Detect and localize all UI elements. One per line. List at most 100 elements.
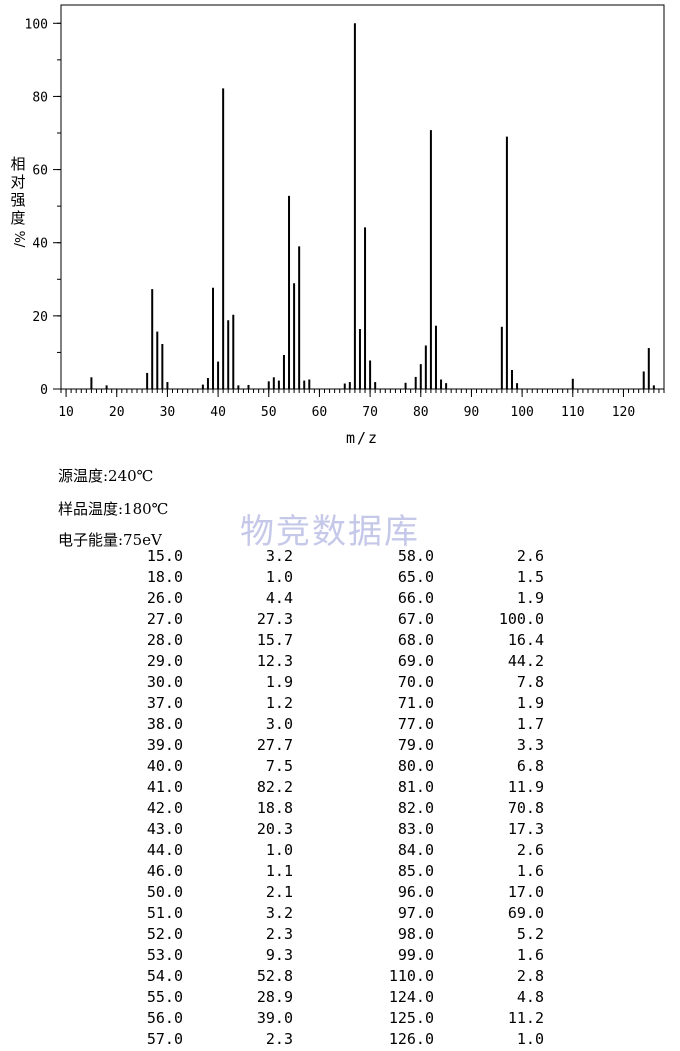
y-axis-label-char: 度 <box>10 209 26 227</box>
mz-cell: 77.0 <box>397 715 434 733</box>
mz-cell: 40.0 <box>146 757 183 775</box>
intensity-cell: 70.8 <box>507 799 544 817</box>
y-tick-label: 60 <box>32 164 48 179</box>
mz-cell: 37.0 <box>146 694 183 712</box>
mz-cell: 83.0 <box>397 820 434 838</box>
intensity-cell: 44.2 <box>507 652 544 670</box>
table-row: 52.0 2.3 98.0 5.2 <box>0 925 680 946</box>
table-row: 37.0 1.2 71.0 1.9 <box>0 694 680 715</box>
mz-cell: 50.0 <box>146 883 183 901</box>
mz-cell: 96.0 <box>397 883 434 901</box>
table-row: 56.0 39.0 125.0 11.2 <box>0 1009 680 1030</box>
electron-energy: 电子能量:75eV <box>58 531 162 549</box>
intensity-cell: 7.5 <box>265 757 293 775</box>
mz-cell: 15.0 <box>146 547 183 565</box>
sample-temperature: 样品温度:180℃ <box>58 500 169 518</box>
mz-cell: 80.0 <box>397 757 434 775</box>
intensity-cell: 27.7 <box>256 736 293 754</box>
y-tick-label: 0 <box>40 383 48 398</box>
mz-cell: 70.0 <box>397 673 434 691</box>
x-tick-label: 20 <box>109 405 125 420</box>
mz-cell: 56.0 <box>146 1009 183 1027</box>
mz-cell: 82.0 <box>397 799 434 817</box>
intensity-cell: 17.3 <box>507 820 544 838</box>
table-row: 54.0 52.8 110.0 2.8 <box>0 967 680 988</box>
y-axis-label-char: 相 <box>10 155 26 173</box>
source-temperature: 源温度:240℃ <box>58 467 154 485</box>
table-row: 18.0 1.0 65.0 1.5 <box>0 568 680 589</box>
intensity-cell: 2.6 <box>516 547 544 565</box>
x-tick-label: 30 <box>160 405 176 420</box>
y-tick-label: 40 <box>32 237 48 252</box>
intensity-cell: 12.3 <box>256 652 293 670</box>
mz-cell: 97.0 <box>397 904 434 922</box>
intensity-cell: 6.8 <box>516 757 544 775</box>
table-row: 27.0 27.3 67.0 100.0 <box>0 610 680 631</box>
x-tick-label: 70 <box>362 405 378 420</box>
intensity-cell: 52.8 <box>256 967 293 985</box>
intensity-cell: 2.3 <box>265 925 293 943</box>
intensity-cell: 7.8 <box>516 673 544 691</box>
intensity-cell: 17.0 <box>507 883 544 901</box>
x-tick-label: 80 <box>413 405 429 420</box>
mz-cell: 30.0 <box>146 673 183 691</box>
intensity-cell: 1.5 <box>516 568 544 586</box>
y-tick-label: 80 <box>32 90 48 105</box>
x-tick-label: 10 <box>58 405 74 420</box>
table-row: 28.0 15.7 68.0 16.4 <box>0 631 680 652</box>
mz-cell: 41.0 <box>146 778 183 796</box>
mz-cell: 67.0 <box>397 610 434 628</box>
x-tick-label: 100 <box>510 405 533 420</box>
y-axis-ticks: 0 20 40 60 80 100 <box>25 17 61 398</box>
x-tick-label: 40 <box>210 405 226 420</box>
table-row: 57.0 2.3 126.0 1.0 <box>0 1030 680 1051</box>
table-row: 38.0 3.0 77.0 1.7 <box>0 715 680 736</box>
x-axis-label: m/z <box>346 429 379 447</box>
intensity-cell: 100.0 <box>498 610 544 628</box>
intensity-cell: 1.1 <box>265 862 293 880</box>
intensity-cell: 1.0 <box>265 568 293 586</box>
table-row: 44.0 1.0 84.0 2.6 <box>0 841 680 862</box>
plot-frame <box>60 4 665 390</box>
mz-cell: 71.0 <box>397 694 434 712</box>
intensity-cell: 20.3 <box>256 820 293 838</box>
intensity-cell: 27.3 <box>256 610 293 628</box>
table-row: 40.0 7.5 80.0 6.8 <box>0 757 680 778</box>
intensity-cell: 4.4 <box>265 589 293 607</box>
mz-cell: 39.0 <box>146 736 183 754</box>
mz-cell: 125.0 <box>388 1009 434 1027</box>
table-row: 50.0 2.1 96.0 17.0 <box>0 883 680 904</box>
intensity-cell: 2.8 <box>516 967 544 985</box>
x-tick-label: 110 <box>561 405 584 420</box>
mz-cell: 18.0 <box>146 568 183 586</box>
mz-cell: 53.0 <box>146 946 183 964</box>
intensity-cell: 3.2 <box>265 904 293 922</box>
intensity-cell: 9.3 <box>265 946 293 964</box>
intensity-cell: 3.0 <box>265 715 293 733</box>
intensity-cell: 2.3 <box>265 1030 293 1048</box>
intensity-cell: 69.0 <box>507 904 544 922</box>
intensity-cell: 82.2 <box>256 778 293 796</box>
mz-cell: 51.0 <box>146 904 183 922</box>
mz-cell: 126.0 <box>388 1030 434 1048</box>
mz-cell: 29.0 <box>146 652 183 670</box>
mz-cell: 79.0 <box>397 736 434 754</box>
intensity-cell: 11.2 <box>507 1009 544 1027</box>
mz-cell: 43.0 <box>146 820 183 838</box>
mz-cell: 54.0 <box>146 967 183 985</box>
mz-cell: 110.0 <box>388 967 434 985</box>
mz-cell: 65.0 <box>397 568 434 586</box>
table-row: 53.0 9.3 99.0 1.6 <box>0 946 680 967</box>
intensity-cell: 1.6 <box>516 862 544 880</box>
intensity-cell: 1.9 <box>265 673 293 691</box>
y-axis-label-char: 强 <box>10 191 26 209</box>
table-row: 41.0 82.2 81.0 11.9 <box>0 778 680 799</box>
intensity-cell: 1.9 <box>516 589 544 607</box>
intensity-cell: 16.4 <box>507 631 544 649</box>
intensity-cell: 2.1 <box>265 883 293 901</box>
intensity-cell: 2.6 <box>516 841 544 859</box>
table-row: 51.0 3.2 97.0 69.0 <box>0 904 680 925</box>
intensity-cell: 1.9 <box>516 694 544 712</box>
mz-cell: 57.0 <box>146 1030 183 1048</box>
intensity-cell: 4.8 <box>516 988 544 1006</box>
